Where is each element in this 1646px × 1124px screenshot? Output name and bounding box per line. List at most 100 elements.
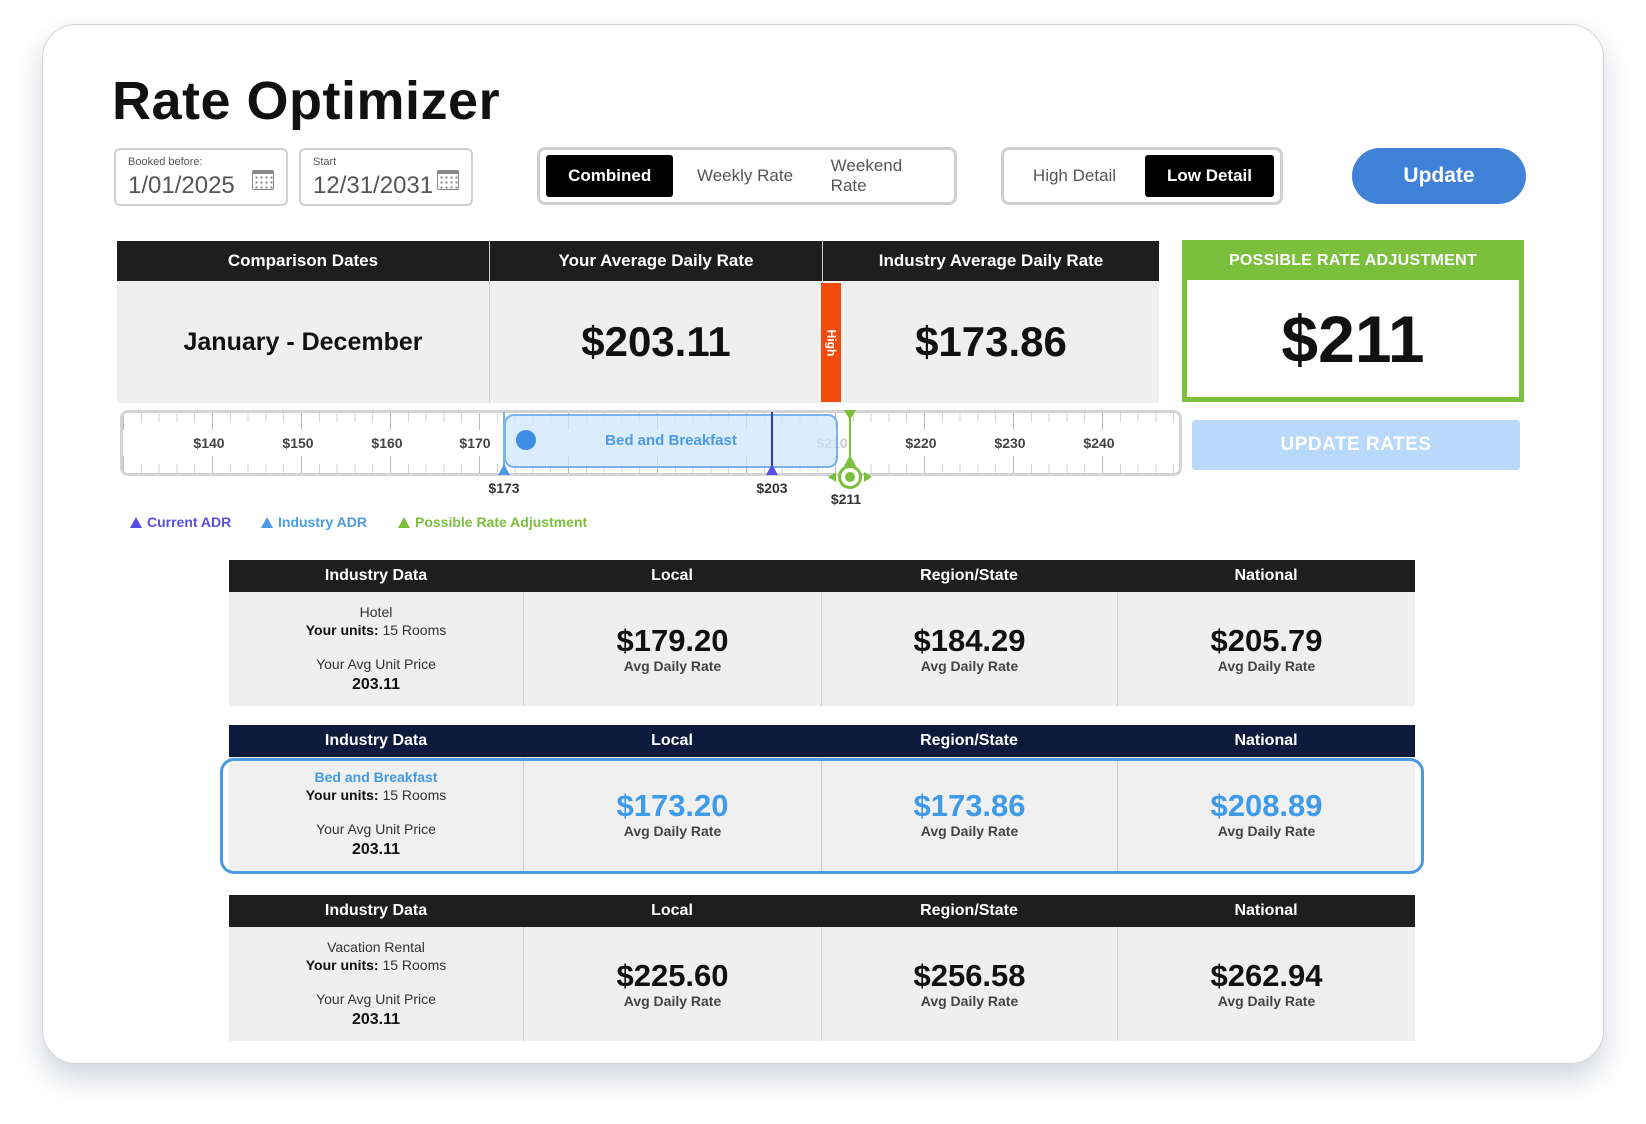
update-button[interactable]: Update — [1352, 148, 1526, 204]
possible-rate-top-marker — [844, 410, 856, 420]
national-rate-cell: $262.94 Avg Daily Rate — [1117, 927, 1415, 1041]
local-rate: $179.20 — [616, 622, 729, 658]
start-date-label: Start — [313, 156, 337, 168]
col-local: Local — [651, 902, 693, 919]
region-rate: $184.29 — [913, 622, 1026, 658]
rate-label: Avg Daily Rate — [920, 822, 1019, 839]
industry-table-vacation-rental: Industry Data Local Region/State Nationa… — [229, 895, 1415, 1041]
table-header: Industry Data Local Region/State Nationa… — [229, 895, 1415, 927]
unit-price-value: 203.11 — [351, 841, 401, 858]
booked-before-field[interactable]: Booked before: 1/01/2025 — [114, 148, 288, 206]
unit-price-label: Your Avg Unit Price — [316, 821, 436, 837]
rate-label: Avg Daily Rate — [920, 657, 1019, 674]
legend-industry-adr: Industry ADR — [261, 514, 367, 530]
page-title: Rate Optimizer — [112, 71, 501, 131]
national-rate: $208.89 — [1210, 787, 1323, 823]
tab-weekend-rate[interactable]: Weekend Rate — [830, 156, 903, 195]
ruler-label: $240 — [1083, 435, 1115, 451]
range-handle[interactable] — [516, 430, 536, 450]
rate-label: Avg Daily Rate — [623, 992, 722, 1009]
industry-table-bed-and-breakfast[interactable]: Industry Data Local Region/State Nationa… — [229, 725, 1415, 871]
tab-high-detail[interactable]: High Detail — [1032, 166, 1117, 185]
arrow-left-icon — [828, 472, 836, 482]
legend-label: Possible Rate Adjustment — [415, 514, 588, 530]
col-region-state: Region/State — [920, 732, 1018, 749]
unit-price-value: 203.11 — [351, 1011, 401, 1028]
col-region-state: Region/State — [920, 902, 1018, 919]
high-flag: High — [821, 283, 841, 402]
col-national: National — [1234, 567, 1298, 584]
range-label: Bed and Breakfast — [605, 432, 737, 449]
legend-label: Current ADR — [147, 514, 232, 530]
local-rate-cell: $225.60 Avg Daily Rate — [523, 927, 821, 1041]
selected-row-highlight — [220, 758, 1424, 874]
national-rate: $205.79 — [1210, 622, 1323, 658]
industry-adr-marker-label: $173 — [488, 480, 520, 496]
units-value: 15 Rooms — [382, 622, 447, 638]
unit-price-label: Your Avg Unit Price — [316, 991, 436, 1007]
start-date-value: 12/31/2031 — [313, 172, 434, 199]
comparison-period: January - December — [183, 327, 423, 356]
industry-adr-cell: $173.86 — [823, 281, 1159, 403]
bed-and-breakfast-range[interactable]: Bed and Breakfast — [504, 414, 838, 468]
col-national: National — [1234, 902, 1298, 919]
property-type: Bed and Breakfast — [314, 769, 438, 785]
possible-rate-handle[interactable] — [838, 465, 862, 489]
national-rate-cell: $208.89 Avg Daily Rate — [1117, 757, 1415, 871]
rate-label: Avg Daily Rate — [623, 657, 722, 674]
industry-info-cell: Bed and Breakfast Your units: 15 Rooms Y… — [229, 757, 523, 871]
update-rates-button[interactable]: UPDATE RATES — [1192, 420, 1520, 470]
ruler-label: $230 — [994, 435, 1026, 451]
tab-low-detail[interactable]: Low Detail — [1145, 155, 1274, 197]
booked-before-label: Booked before: — [128, 156, 203, 168]
ruler-label: $170 — [459, 435, 491, 451]
rate-label: Avg Daily Rate — [623, 822, 722, 839]
triangle-icon — [261, 516, 273, 528]
units-value: 15 Rooms — [382, 957, 447, 973]
region-rate: $256.58 — [913, 957, 1026, 993]
industry-adr-marker — [498, 464, 510, 475]
national-rate: $262.94 — [1210, 957, 1323, 993]
col-industry-data: Industry Data — [324, 902, 428, 919]
divider — [489, 241, 490, 403]
tab-weekly-rate[interactable]: Weekly Rate — [696, 166, 794, 185]
industry-info-cell: Vacation Rental Your units: 15 Rooms You… — [229, 927, 523, 1041]
start-date-field[interactable]: Start 12/31/2031 — [299, 148, 473, 206]
rate-label: Avg Daily Rate — [920, 992, 1019, 1009]
table-row: Hotel Your units: 15 Rooms Your Avg Unit… — [229, 592, 1415, 706]
industry-table-hotel: Industry Data Local Region/State Nationa… — [229, 560, 1415, 706]
your-adr-cell: $203.11 — [490, 281, 822, 403]
units-value: 15 Rooms — [382, 787, 447, 803]
current-adr-marker — [766, 464, 778, 475]
units-line: Your units: 15 Rooms — [306, 957, 447, 973]
comparison-dates-header: Comparison Dates — [117, 241, 489, 281]
col-local: Local — [651, 567, 693, 584]
table-row: Bed and Breakfast Your units: 15 Rooms Y… — [229, 757, 1415, 871]
region-rate-cell: $256.58 Avg Daily Rate — [821, 927, 1117, 1041]
units-label: Your units: — [305, 622, 379, 638]
calendar-icon[interactable] — [252, 170, 274, 190]
property-type: Vacation Rental — [327, 939, 425, 955]
detail-mode-toggle: High Detail Low Detail — [1001, 147, 1283, 205]
triangle-icon — [398, 516, 410, 528]
table-row: Vacation Rental Your units: 15 Rooms You… — [229, 927, 1415, 1041]
high-flag-label: High — [824, 329, 839, 356]
calendar-icon[interactable] — [437, 170, 459, 190]
rate-mode-toggle: Combined Weekly Rate Weekend Rate — [537, 147, 957, 205]
local-rate: $225.60 — [616, 957, 729, 993]
region-rate-cell: $173.86 Avg Daily Rate — [821, 757, 1117, 871]
unit-price-value: 203.11 — [351, 676, 401, 693]
col-industry-data: Industry Data — [324, 567, 428, 584]
industry-info-cell: Hotel Your units: 15 Rooms Your Avg Unit… — [229, 592, 523, 706]
units-label: Your units: — [305, 957, 379, 973]
tab-combined[interactable]: Combined — [546, 155, 674, 197]
local-rate: $173.20 — [616, 787, 729, 823]
col-local: Local — [651, 732, 693, 749]
current-adr-marker-label: $203 — [756, 480, 788, 496]
col-industry-data: Industry Data — [324, 732, 428, 749]
local-rate-cell: $173.20 Avg Daily Rate — [523, 757, 821, 871]
possible-rate-line — [849, 410, 851, 466]
industry-adr-line — [503, 412, 505, 474]
comparison-dates-cell: January - December — [117, 281, 489, 403]
industry-adr-value: $173.86 — [915, 318, 1067, 365]
